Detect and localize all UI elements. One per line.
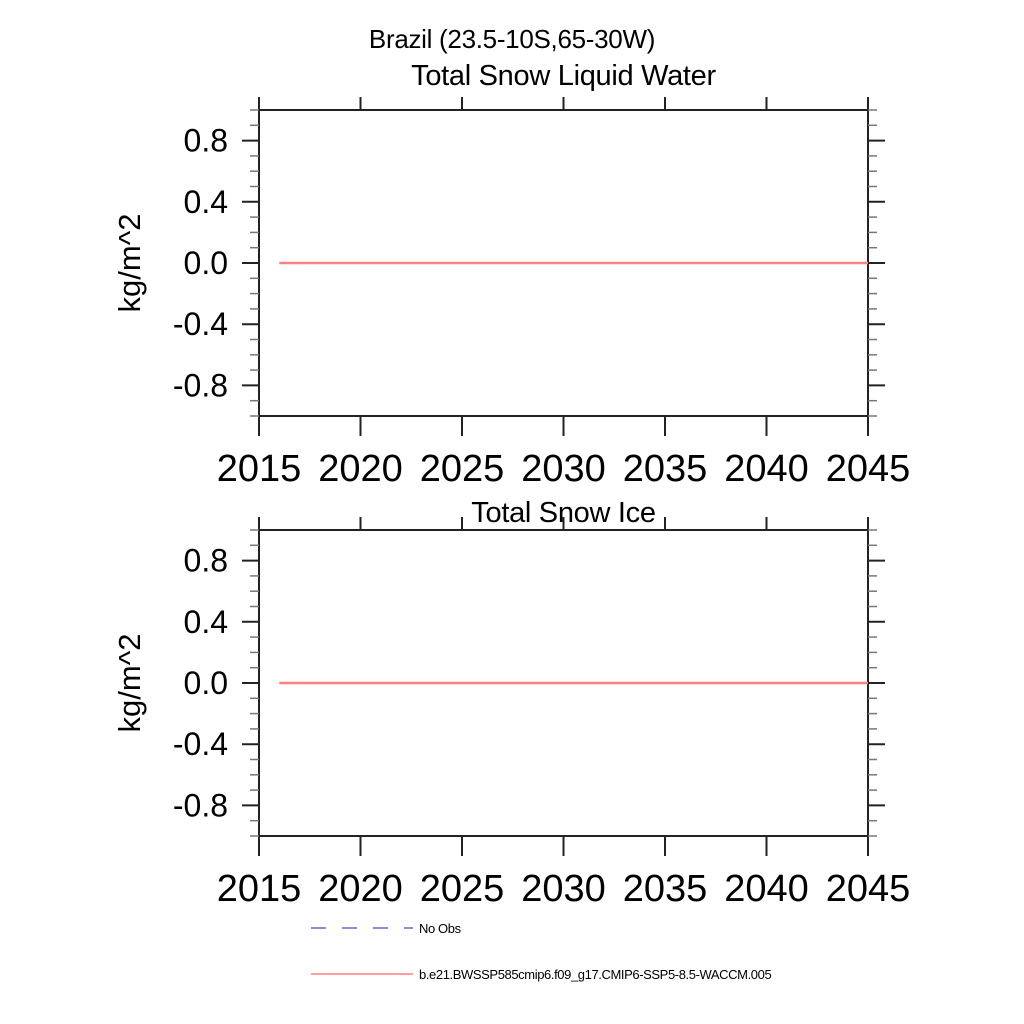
y-tick-label: -0.8 [173, 367, 228, 403]
x-tick-label: 2020 [318, 868, 403, 910]
y-tick-label: 0.4 [184, 184, 228, 220]
x-tick-label: 2040 [724, 448, 809, 490]
legend-label-model-run: b.e21.BWSSP585cmip6.f09_g17.CMIP6-SSP5-8… [419, 966, 772, 982]
y-tick-label: 0.4 [184, 604, 228, 640]
x-tick-label: 2035 [623, 868, 708, 910]
x-tick-label: 2035 [623, 448, 708, 490]
chart1-title: Total Snow Liquid Water [411, 60, 716, 92]
x-tick-label: 2020 [318, 448, 403, 490]
page-title: Brazil (23.5-10S,65-30W) [368, 24, 656, 54]
legend-item-model-run: b.e21.BWSSP585cmip6.f09_g17.CMIP6-SSP5-8… [310, 966, 772, 982]
legend-item-no-obs: No Obs [310, 920, 461, 936]
y-tick-label: 0.8 [184, 543, 228, 579]
x-tick-label: 2030 [521, 448, 606, 490]
model-line-sample [311, 973, 413, 975]
y-tick-label: 0.8 [184, 123, 228, 159]
x-tick-label: 2025 [420, 868, 505, 910]
y-tick-label: 0.0 [184, 245, 228, 281]
x-tick-label: 2040 [724, 868, 809, 910]
x-tick-label: 2025 [420, 448, 505, 490]
no-obs-line-sample [311, 927, 413, 929]
x-tick-label: 2015 [217, 448, 302, 490]
x-tick-label: 2030 [521, 868, 606, 910]
x-tick-label: 2015 [217, 868, 302, 910]
y-tick-label: 0.0 [184, 665, 228, 701]
y-tick-label: -0.4 [173, 306, 228, 342]
legend-label-no-obs: No Obs [419, 920, 461, 936]
x-tick-label: 2045 [826, 448, 911, 490]
y-tick-label: -0.8 [173, 787, 228, 823]
y-tick-label: -0.4 [173, 726, 228, 762]
x-tick-label: 2045 [826, 868, 911, 910]
